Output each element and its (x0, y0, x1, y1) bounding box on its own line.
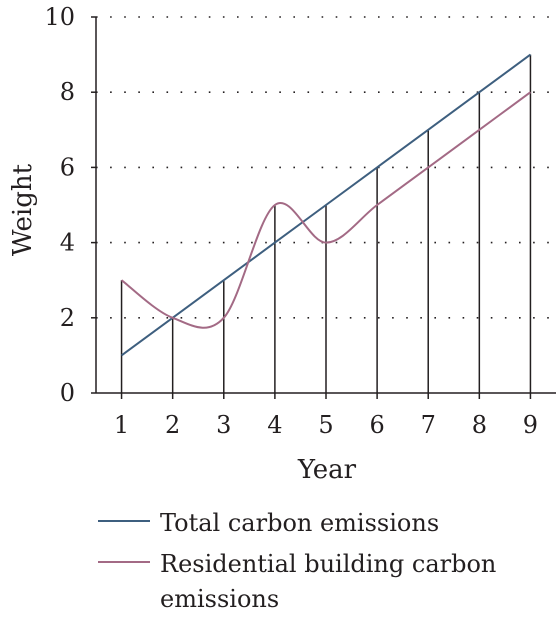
x-tick-label-1: 1 (114, 411, 129, 439)
x-tick-label-7: 7 (421, 411, 436, 439)
y-tick-label-8: 8 (60, 78, 75, 106)
legend-label-residential-line2: emissions (160, 585, 279, 613)
x-tick-label-4: 4 (267, 411, 282, 439)
y-axis-title: Weight (8, 163, 38, 256)
y-tick-labels: 0 2 4 6 8 10 (44, 3, 75, 407)
x-tick-label-2: 2 (165, 411, 180, 439)
legend: Total carbon emissions Residential build… (98, 509, 504, 613)
axes (91, 16, 556, 399)
series-line-residential (120, 91, 532, 329)
y-tick-label-10: 10 (44, 3, 75, 31)
y-tick-label-6: 6 (60, 153, 75, 181)
legend-label-total: Total carbon emissions (160, 509, 439, 537)
y-tick-label-2: 2 (60, 304, 75, 332)
legend-label-residential-line1: Residential building carbon (160, 550, 496, 578)
y-tick-label-4: 4 (60, 229, 75, 257)
legend-label-residential: Residential building carbon emissions (160, 550, 504, 613)
x-tick-label-6: 6 (369, 411, 384, 439)
x-tick-label-9: 9 (523, 411, 538, 439)
x-tick-label-3: 3 (216, 411, 231, 439)
x-tick-label-8: 8 (472, 411, 487, 439)
drop-lines (120, 54, 532, 393)
series-lines (120, 53, 532, 357)
x-tick-label-5: 5 (318, 411, 333, 439)
x-tick-labels: 1 2 3 4 5 6 7 8 9 (114, 411, 538, 439)
y-tick-label-0: 0 (60, 379, 75, 407)
x-axis-title: Year (297, 455, 357, 485)
